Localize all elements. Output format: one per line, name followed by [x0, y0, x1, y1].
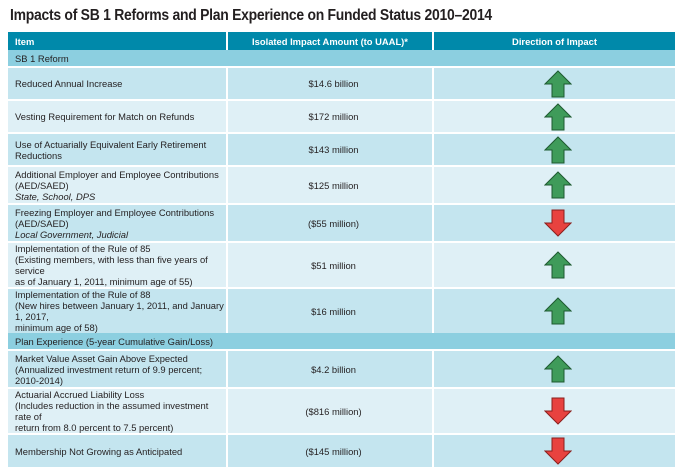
- amount-cell: $16 million: [227, 287, 434, 333]
- item-text-line: (New hires between January 1, 2011, and …: [15, 300, 224, 322]
- direction-cell: [433, 132, 675, 166]
- arrow-down-icon: [544, 397, 572, 425]
- section-header-row: Plan Experience (5-year Cumulative Gain/…: [8, 333, 675, 350]
- amount-cell: ($55 million): [227, 203, 434, 242]
- table-row: Additional Employer and Employee Contrib…: [8, 165, 675, 204]
- item-text-line: Vesting Requirement for Match on Refunds: [15, 111, 195, 122]
- item-cell: Reduced Annual Increase: [8, 66, 228, 100]
- item-text-line: return from 8.0 percent to 7.5 percent): [15, 422, 174, 433]
- item-cell: Membership Not Growing as Anticipated: [8, 433, 228, 467]
- direction-cell: [433, 433, 675, 467]
- item-text-line: Actuarial Accrued Liability Loss: [15, 389, 145, 400]
- arrow-up-shape: [544, 135, 572, 163]
- section-label: Plan Experience (5-year Cumulative Gain/…: [8, 333, 675, 350]
- arrow-up-shape: [544, 251, 572, 279]
- amount-cell: ($145 million): [227, 433, 434, 467]
- arrow-up-icon: [544, 251, 572, 279]
- item-text-line: (AED/SAED): [15, 217, 69, 229]
- arrow-up-shape: [544, 102, 572, 130]
- amount-cell: $14.6 billion: [227, 66, 434, 100]
- item-text-line: as of January 1, 2011, minimum age of 55…: [15, 276, 193, 287]
- arrow-down-shape: [544, 209, 572, 237]
- table-body: SB 1 Reform Reduced Annual Increase $14.6 …: [8, 50, 675, 467]
- direction-cell: [433, 349, 675, 388]
- item-text-line: Implementation of the Rule of 85: [15, 243, 151, 254]
- column-header-amount: Isolated Impact Amount (to UAAL)*: [227, 32, 434, 50]
- arrow-up-shape: [544, 69, 572, 97]
- table-row: Vesting Requirement for Match on Refunds…: [8, 99, 675, 133]
- section-label: SB 1 Reform: [8, 50, 675, 67]
- arrow-up-icon: [544, 69, 572, 98]
- table-header-row: Item Isolated Impact Amount (to UAAL)* D…: [8, 32, 675, 50]
- item-text-line: Membership Not Growing as Anticipated: [15, 445, 183, 457]
- table-row: Use of Actuarially Equivalent Early Reti…: [8, 132, 675, 166]
- direction-cell: [433, 241, 675, 288]
- item-text-line: Implementation of the Rule of 88: [15, 289, 151, 300]
- item-text-line: minimum age of 58): [15, 322, 98, 333]
- amount-cell: $143 million: [227, 132, 434, 166]
- item-text-line: (AED/SAED): [15, 179, 69, 191]
- arrow-down-shape: [544, 397, 572, 425]
- direction-cell: [433, 203, 675, 242]
- table-row: Market Value Asset Gain Above Expected (A…: [8, 349, 675, 388]
- item-cell: Additional Employer and Employee Contrib…: [8, 165, 228, 204]
- impact-table: Item Isolated Impact Amount (to UAAL)* D…: [8, 32, 675, 467]
- item-text-line: Reduced Annual Increase: [15, 78, 123, 89]
- arrow-down-icon: [544, 437, 572, 465]
- arrow-up-shape: [544, 297, 572, 325]
- table-row: Implementation of the Rule of 88 (New hir…: [8, 287, 675, 333]
- item-cell: Actuarial Accrued Liability Loss (Include…: [8, 387, 228, 434]
- arrow-up-shape: [544, 355, 572, 383]
- amount-cell: $4.2 billion: [227, 349, 434, 388]
- direction-cell: [433, 66, 675, 100]
- item-cell: Implementation of the Rule of 85 (Existin…: [8, 241, 228, 288]
- table-row: Freezing Employer and Employee Contribut…: [8, 203, 675, 242]
- item-text-line: Additional Employer and Employee Contrib…: [15, 168, 219, 180]
- item-text-line: (Annualized investment return of 9.9 per…: [15, 363, 203, 375]
- item-text-line: Market Value Asset Gain Above Expected: [15, 352, 188, 364]
- amount-cell: $51 million: [227, 241, 434, 288]
- arrow-down-shape: [544, 437, 572, 465]
- item-text-line: Freezing Employer and Employee Contribut…: [15, 206, 215, 218]
- arrow-up-icon: [544, 171, 572, 199]
- item-text-line: Reductions: [15, 149, 62, 161]
- arrow-up-icon: [544, 135, 572, 164]
- direction-cell: [433, 287, 675, 333]
- item-text-line: 2010-2014): [15, 374, 63, 386]
- table-row: Actuarial Accrued Liability Loss (Include…: [8, 387, 675, 434]
- item-text-line: Use of Actuarially Equivalent Early Reti…: [15, 138, 207, 150]
- amount-cell: $125 million: [227, 165, 434, 204]
- item-cell: Freezing Employer and Employee Contribut…: [8, 203, 228, 242]
- item-cell: Implementation of the Rule of 88 (New hir…: [8, 287, 228, 333]
- item-cell: Market Value Asset Gain Above Expected (A…: [8, 349, 228, 388]
- arrow-up-shape: [544, 171, 572, 199]
- table-row: Implementation of the Rule of 85 (Existin…: [8, 241, 675, 288]
- item-cell: Use of Actuarially Equivalent Early Reti…: [8, 132, 228, 166]
- direction-cell: [433, 387, 675, 434]
- column-header-direction: Direction of Impact: [433, 32, 675, 50]
- table-row: Reduced Annual Increase $14.6 billion: [8, 66, 675, 100]
- item-text-line: (Includes reduction in the assumed inves…: [15, 400, 209, 422]
- table-row: Membership Not Growing as Anticipated ($1…: [8, 433, 675, 467]
- column-header-item: Item: [8, 32, 228, 50]
- direction-cell: [433, 165, 675, 204]
- page-title: Impacts of SB 1 Reforms and Plan Experie…: [10, 7, 492, 24]
- item-text-line: (Existing members, with less than five y…: [15, 254, 208, 276]
- section-header-row: SB 1 Reform: [8, 50, 675, 67]
- item-subtext: State, School, DPS: [15, 190, 96, 202]
- amount-cell: ($816 million): [227, 387, 434, 434]
- arrow-up-icon: [544, 297, 572, 325]
- direction-cell: [433, 99, 675, 133]
- arrow-up-icon: [544, 355, 572, 383]
- item-subtext: Local Government, Judicial: [15, 228, 129, 240]
- arrow-up-icon: [544, 102, 572, 131]
- arrow-down-icon: [544, 209, 572, 237]
- amount-cell: $172 million: [227, 99, 434, 133]
- item-cell: Vesting Requirement for Match on Refunds: [8, 99, 228, 133]
